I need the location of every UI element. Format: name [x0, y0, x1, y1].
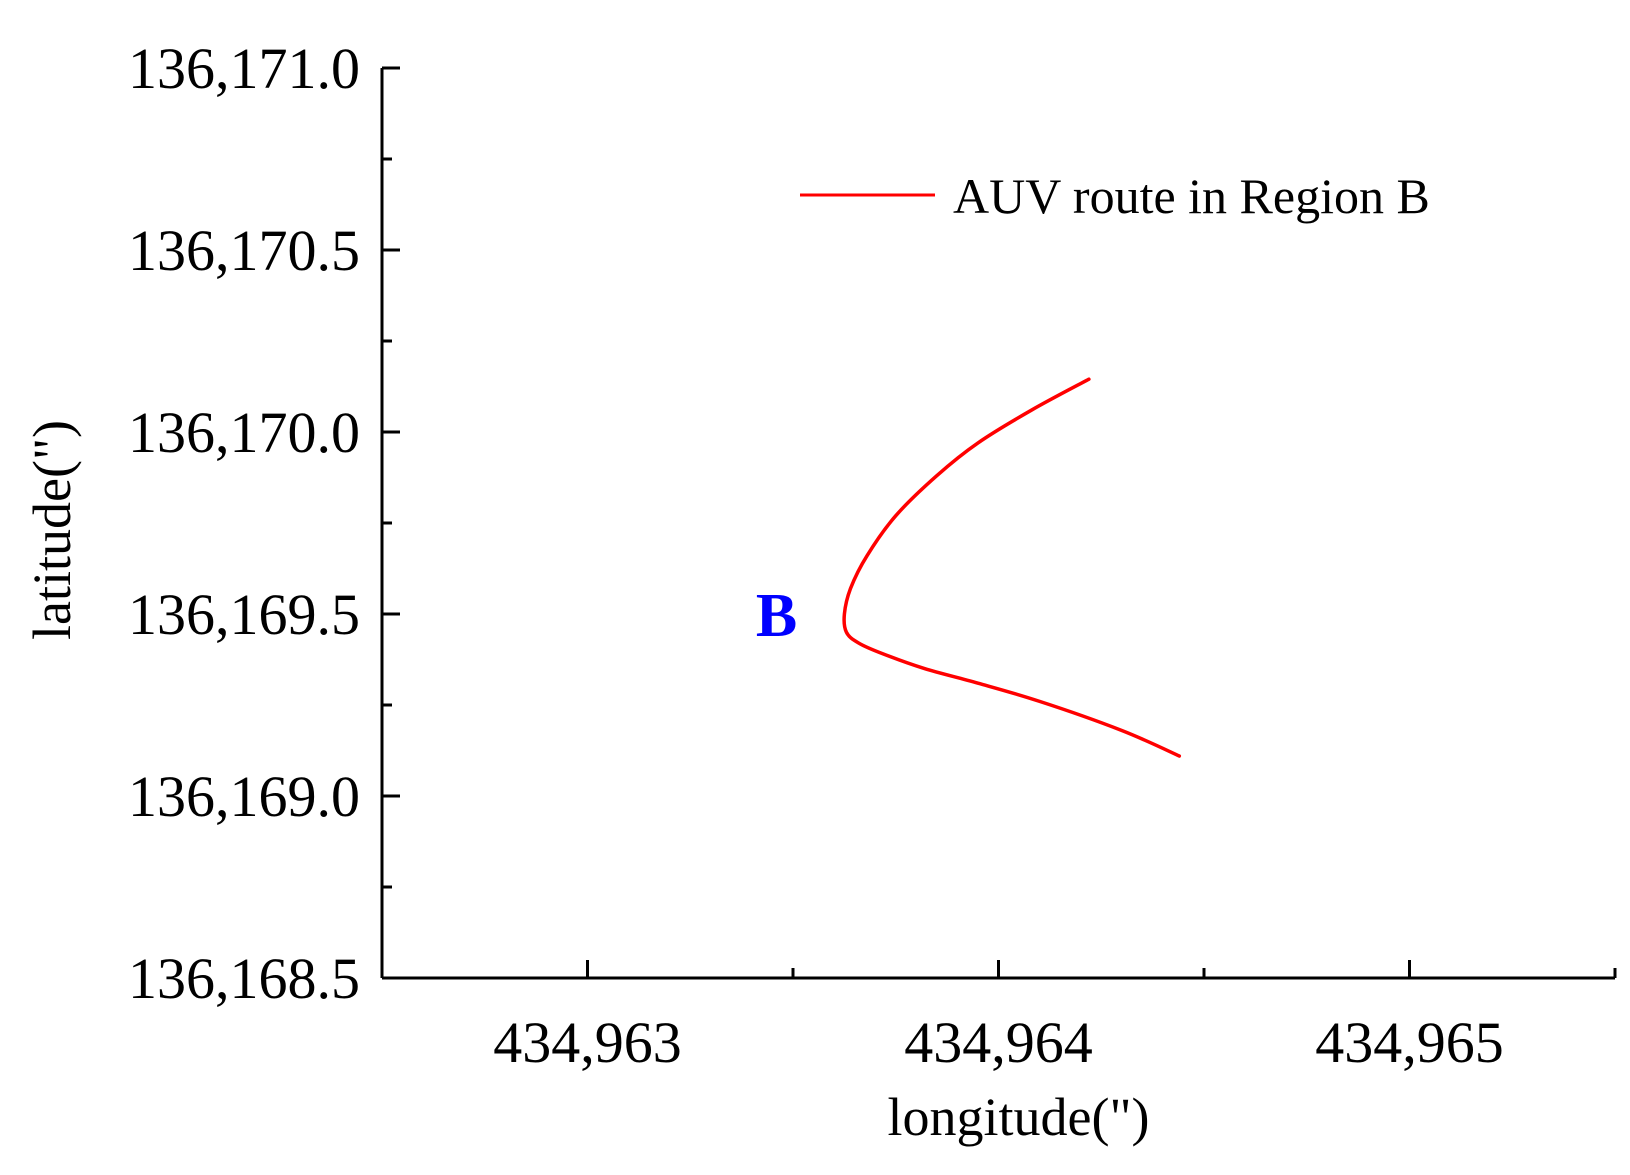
annotation-layer: B — [756, 582, 797, 650]
x-tick-label: 434,965 — [1315, 1010, 1504, 1075]
y-tick-label: 136,171.0 — [128, 36, 360, 101]
y-tick-label: 136,169.5 — [128, 582, 360, 647]
x-tick-label: 434,964 — [904, 1010, 1093, 1075]
series-layer — [842, 377, 1182, 758]
legend: AUV route in Region B — [800, 168, 1430, 224]
route-series-line — [842, 377, 1182, 758]
y-tick-label: 136,170.5 — [128, 218, 360, 283]
y-tick-label: 136,169.0 — [128, 764, 360, 829]
y-ticks: 136,168.5 136,169.0 136,169.5 136,170.0 136,… — [128, 36, 400, 1011]
y-tick-label: 136,168.5 — [128, 946, 360, 1011]
x-axis-title: longitude(") — [888, 1087, 1150, 1147]
y-axis-title: latitude(") — [22, 420, 82, 640]
x-ticks: 434,963 434,964 434,965 — [380, 960, 1617, 1075]
region-b-label: B — [756, 582, 797, 650]
y-tick-label: 136,170.0 — [128, 400, 360, 465]
legend-label: AUV route in Region B — [953, 168, 1430, 224]
x-tick-label: 434,963 — [493, 1010, 682, 1075]
